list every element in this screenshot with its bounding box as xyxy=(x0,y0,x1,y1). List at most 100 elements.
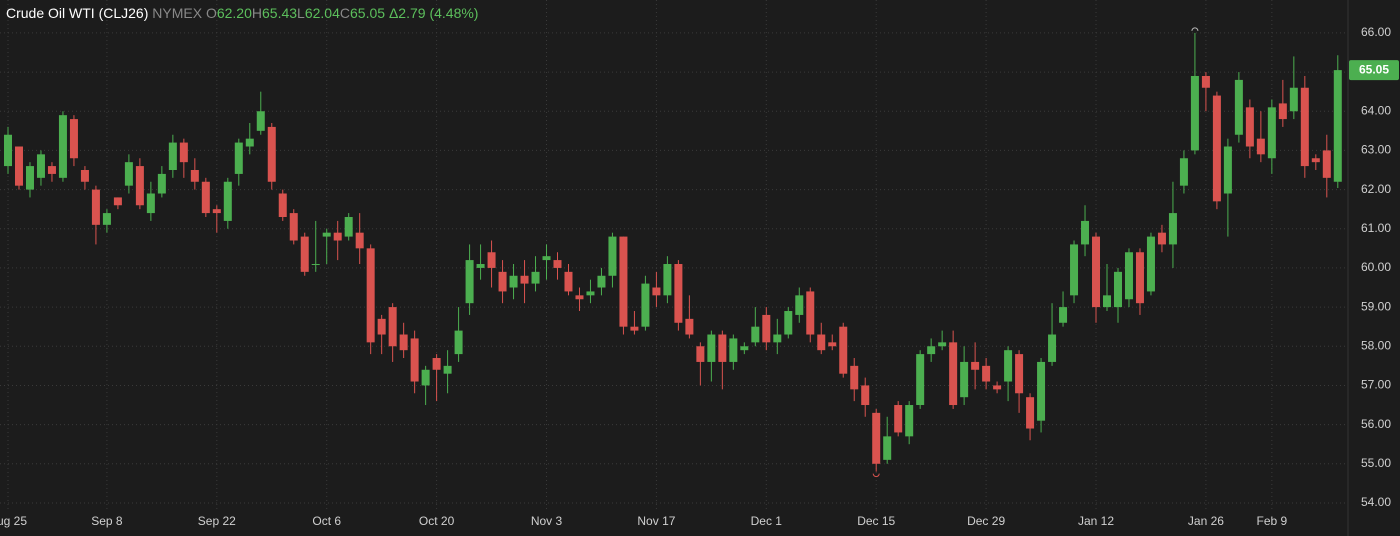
x-tick-label: Jan 12 xyxy=(1078,514,1114,528)
candle-body xyxy=(399,334,408,351)
stat-value: 62.04 xyxy=(304,5,340,21)
candle-body xyxy=(135,166,144,206)
header: Crude Oil WTI (CLJ26) NYMEX O62.20H65.43… xyxy=(6,5,478,21)
y-tick-label: 63.00 xyxy=(1361,143,1391,157)
candle-body xyxy=(674,264,683,323)
y-tick-label: 54.00 xyxy=(1361,495,1391,509)
candle-body xyxy=(564,271,573,292)
title: Crude Oil WTI (CLJ26) xyxy=(6,5,149,21)
y-tick-label: 58.00 xyxy=(1361,338,1391,352)
candle-body xyxy=(47,166,56,174)
candle-body xyxy=(916,354,925,406)
candle-body xyxy=(454,330,463,355)
candle-body xyxy=(1157,232,1166,245)
candle-body xyxy=(905,405,914,437)
candle-body xyxy=(190,170,199,182)
candle-body xyxy=(685,318,694,335)
candle-body xyxy=(740,346,749,351)
candle-body xyxy=(1245,107,1254,147)
candle-body xyxy=(1333,70,1342,182)
candle-body xyxy=(311,264,320,266)
candle-body xyxy=(663,264,672,296)
y-tick-label: 56.00 xyxy=(1361,417,1391,431)
candle-body xyxy=(212,209,221,214)
x-tick-label: Sep 8 xyxy=(91,514,123,528)
candle-body xyxy=(652,287,661,296)
low-marker xyxy=(872,473,880,478)
candle-body xyxy=(1004,350,1013,382)
stat-label: C xyxy=(339,5,351,21)
candle-body xyxy=(25,166,34,190)
candle-body xyxy=(1103,295,1111,308)
candle-body xyxy=(1289,87,1298,112)
candle-body xyxy=(1311,158,1320,163)
candle-body xyxy=(608,236,617,276)
candle-body xyxy=(498,271,507,292)
candle-body xyxy=(487,252,496,268)
candle-body xyxy=(1135,252,1144,304)
x-tick-label: Oct 20 xyxy=(419,514,455,528)
candle-body xyxy=(113,197,122,206)
candle-body xyxy=(1300,87,1309,167)
stat-label: O xyxy=(205,5,217,21)
stat-value: 65.43 xyxy=(262,5,298,21)
candle-body xyxy=(1146,236,1155,292)
candle-body xyxy=(410,338,419,382)
y-tick-label: 64.00 xyxy=(1361,103,1391,117)
candle-body xyxy=(1190,75,1199,151)
candle-body xyxy=(333,232,342,241)
y-tick-label: 66.00 xyxy=(1361,25,1391,39)
candle-body xyxy=(1212,95,1221,202)
candle-body xyxy=(388,307,397,347)
candle-body xyxy=(729,338,738,362)
candle-body xyxy=(784,311,793,335)
candle-body xyxy=(982,365,991,382)
candle-body xyxy=(817,334,826,351)
candle-body xyxy=(575,295,584,300)
stat-label: L xyxy=(297,5,305,21)
y-tick-label: 61.00 xyxy=(1361,221,1391,235)
candle-body xyxy=(1179,158,1188,186)
candle-body xyxy=(256,111,265,131)
x-tick-label: Feb 9 xyxy=(1257,514,1288,528)
candle-body xyxy=(1059,307,1068,323)
candle-body xyxy=(1201,75,1210,88)
candle-body xyxy=(234,142,243,174)
candle-body xyxy=(1168,213,1177,245)
candle-body xyxy=(553,260,562,268)
candle-body xyxy=(1048,334,1057,362)
last-price-tag xyxy=(1349,60,1399,81)
y-tick-label: 57.00 xyxy=(1361,378,1391,392)
candle-body xyxy=(949,342,958,406)
x-tick-label: Nov 3 xyxy=(531,514,563,528)
candle-body xyxy=(36,154,45,178)
candle-body xyxy=(267,126,276,182)
candle-body xyxy=(1113,271,1122,308)
candle-body xyxy=(718,334,727,362)
high-marker xyxy=(1191,27,1199,32)
y-tick-label: 59.00 xyxy=(1361,299,1391,313)
candle-body xyxy=(707,334,716,362)
candle-body xyxy=(1015,354,1024,394)
candle-body xyxy=(355,232,364,249)
candle-body xyxy=(960,361,969,398)
candle-body xyxy=(839,326,848,374)
x-tick-label: Dec 29 xyxy=(967,514,1005,528)
candle-body xyxy=(432,358,441,370)
candle-body xyxy=(971,361,980,370)
candle-body xyxy=(773,334,782,343)
candle-body xyxy=(91,189,100,225)
candle-body xyxy=(1322,150,1331,178)
candle-body xyxy=(1070,244,1079,296)
candle-body xyxy=(322,232,331,237)
change: Δ2.79 (4.48%) xyxy=(388,5,479,21)
candle-body xyxy=(245,138,254,147)
candle-body xyxy=(531,271,540,284)
y-tick-label: 62.00 xyxy=(1361,182,1391,196)
candle-body xyxy=(993,385,1002,390)
candle-body xyxy=(850,365,859,390)
candle-body xyxy=(1267,107,1276,159)
candle-body xyxy=(289,213,298,241)
candle-body xyxy=(894,405,903,433)
